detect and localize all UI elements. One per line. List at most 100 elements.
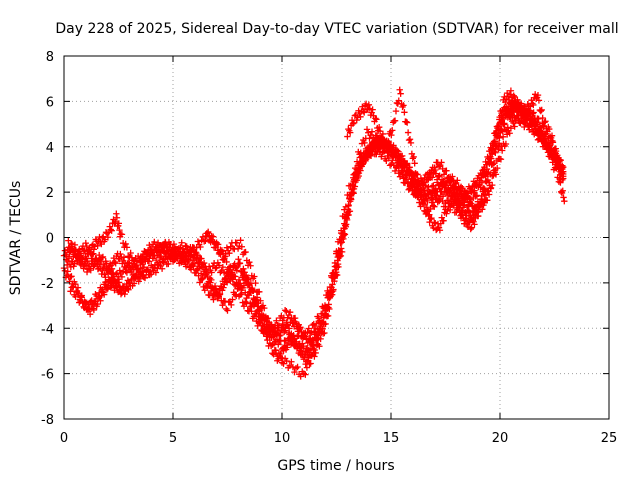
data-point bbox=[250, 294, 257, 302]
data-point bbox=[159, 247, 166, 255]
data-point bbox=[216, 290, 224, 298]
data-point bbox=[76, 246, 83, 253]
data-point bbox=[392, 146, 399, 153]
data-point bbox=[185, 257, 192, 264]
data-point bbox=[377, 135, 385, 142]
data-point bbox=[65, 254, 73, 262]
data-point bbox=[174, 245, 181, 253]
data-point bbox=[137, 265, 144, 272]
data-point bbox=[136, 275, 144, 283]
x-tick-label: 5 bbox=[169, 431, 177, 446]
data-point bbox=[436, 227, 444, 234]
data-point bbox=[530, 101, 537, 109]
data-point bbox=[211, 282, 219, 290]
data-point bbox=[89, 251, 96, 258]
data-point bbox=[94, 242, 101, 249]
data-point bbox=[117, 286, 124, 294]
data-point bbox=[399, 164, 407, 172]
data-point bbox=[391, 117, 399, 124]
data-point bbox=[212, 244, 219, 252]
data-point bbox=[436, 195, 443, 203]
data-point bbox=[88, 255, 95, 262]
data-point bbox=[113, 214, 121, 221]
data-point bbox=[123, 244, 131, 251]
data-point bbox=[115, 220, 123, 227]
data-point bbox=[499, 106, 506, 114]
data-point bbox=[404, 129, 412, 136]
data-point bbox=[246, 258, 253, 266]
y-tick-label: -6 bbox=[41, 368, 54, 383]
data-point bbox=[411, 184, 418, 191]
data-point bbox=[561, 198, 568, 205]
data-point bbox=[534, 119, 541, 126]
data-point bbox=[375, 123, 383, 131]
data-point bbox=[363, 153, 370, 160]
data-point bbox=[316, 329, 323, 337]
data-point bbox=[226, 266, 233, 273]
data-point bbox=[210, 296, 217, 303]
data-point bbox=[86, 244, 93, 251]
data-point bbox=[118, 231, 126, 238]
data-point bbox=[189, 244, 196, 251]
data-point bbox=[337, 252, 345, 260]
data-point bbox=[444, 175, 451, 182]
data-point bbox=[361, 139, 368, 147]
data-point bbox=[454, 177, 461, 184]
data-point bbox=[224, 307, 231, 314]
data-point bbox=[99, 288, 107, 296]
data-point bbox=[199, 261, 206, 268]
data-point bbox=[79, 255, 86, 262]
data-point bbox=[509, 107, 516, 114]
data-point bbox=[123, 264, 130, 271]
data-point bbox=[540, 122, 547, 130]
data-point bbox=[427, 205, 434, 213]
data-point bbox=[381, 142, 388, 149]
data-point bbox=[392, 107, 400, 115]
data-point bbox=[477, 200, 485, 208]
data-point bbox=[495, 123, 502, 130]
data-point bbox=[228, 271, 236, 278]
data-point bbox=[145, 258, 153, 265]
data-point bbox=[218, 247, 226, 254]
data-point bbox=[308, 329, 315, 336]
data-point bbox=[507, 87, 515, 94]
data-point bbox=[129, 257, 137, 264]
data-point bbox=[264, 336, 271, 344]
data-point bbox=[435, 163, 443, 170]
data-point bbox=[482, 177, 489, 185]
data-point bbox=[489, 161, 497, 168]
data-point bbox=[446, 203, 454, 211]
data-point bbox=[81, 304, 88, 312]
data-point bbox=[204, 228, 212, 236]
data-point bbox=[219, 263, 227, 271]
data-point bbox=[225, 273, 232, 280]
data-point bbox=[385, 154, 393, 162]
data-point bbox=[506, 91, 514, 98]
data-point bbox=[403, 118, 410, 125]
data-point bbox=[373, 132, 381, 139]
data-point bbox=[152, 256, 160, 264]
data-point bbox=[203, 265, 210, 273]
data-point bbox=[67, 263, 75, 271]
data-point bbox=[184, 246, 191, 253]
data-point bbox=[125, 259, 132, 267]
data-point bbox=[221, 254, 228, 262]
data-point bbox=[160, 256, 167, 263]
data-point bbox=[229, 296, 236, 303]
data-point bbox=[67, 240, 75, 247]
y-tick-label: 8 bbox=[46, 50, 54, 65]
data-point bbox=[425, 183, 432, 191]
data-point bbox=[188, 247, 195, 254]
data-point bbox=[223, 244, 231, 251]
data-point bbox=[145, 271, 152, 278]
data-point bbox=[273, 317, 280, 324]
data-point bbox=[81, 258, 89, 265]
x-tick-label: 15 bbox=[383, 431, 400, 446]
data-point bbox=[183, 243, 190, 250]
data-point bbox=[496, 134, 503, 142]
data-point bbox=[228, 301, 235, 309]
data-point bbox=[492, 171, 500, 178]
data-point bbox=[197, 243, 204, 251]
data-point bbox=[293, 320, 300, 327]
data-point bbox=[240, 272, 247, 280]
